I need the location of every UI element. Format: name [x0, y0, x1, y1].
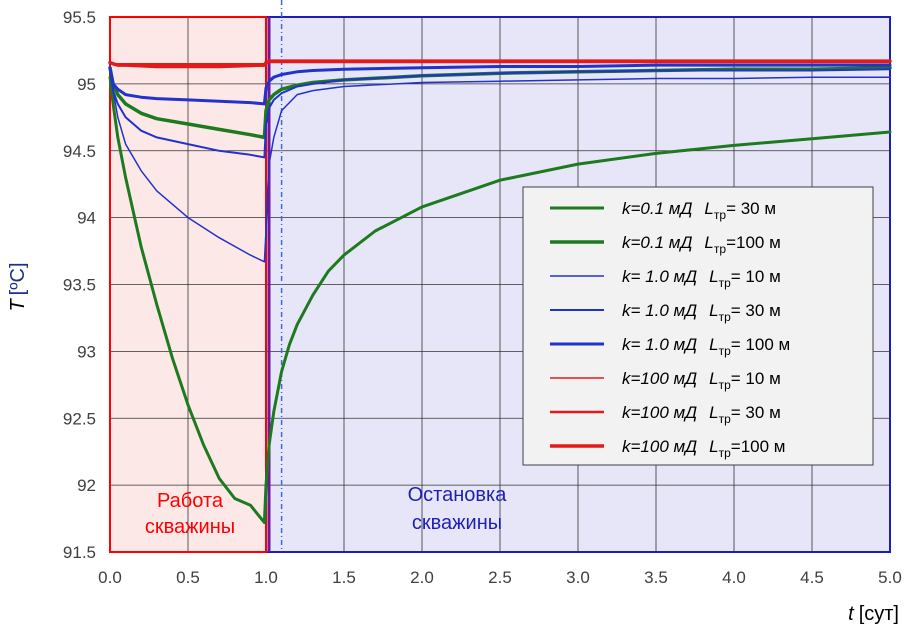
legend-L-value: = 10 м [731, 369, 781, 388]
legend-L: L [709, 403, 718, 422]
lines-layer [108, 59, 892, 525]
legend-box [522, 186, 874, 466]
x-tick-label: 2.0 [410, 568, 434, 587]
legend-subscript: тр [719, 446, 731, 460]
legend-subscript: тр [719, 310, 731, 324]
region-label-work-line1: Работа [157, 490, 224, 512]
y-tick-label: 94 [77, 209, 96, 228]
legend-L-value: = 100 м [731, 335, 790, 354]
series-line-4 [108, 63, 892, 106]
legend-entry-label: k=0.1 мД Lтр=100 м [622, 233, 781, 256]
legend-k: k=100 мД [622, 369, 697, 388]
legend-L: L [709, 301, 718, 320]
legend-k: k= 1.0 мД [622, 267, 697, 286]
x-tick-label: 4.5 [800, 568, 824, 587]
legend-L-value: = 10 м [731, 267, 781, 286]
legend-entry-label: k= 1.0 мД Lтр= 10 м [622, 267, 781, 290]
legend-k: k=0.1 мД [622, 199, 692, 218]
legend-k: k=100 мД [622, 403, 697, 422]
x-tick-label: 0.5 [176, 568, 200, 587]
series-line-7 [108, 59, 892, 69]
work-border [109, 16, 267, 553]
y-axis-label: T [ºC] [7, 262, 29, 311]
y-tick-label: 94.5 [63, 142, 96, 161]
legend-entry-label: k=100 мД Lтр= 10 м [622, 369, 781, 392]
legend-subscript: тр [719, 344, 731, 358]
legend-L: L [709, 335, 718, 354]
region-label-stop-line1: Остановка [408, 484, 508, 506]
x-tick-label: 3.5 [644, 568, 668, 587]
x-tick-label: 0.0 [98, 568, 122, 587]
x-tick-label: 1.0 [254, 568, 278, 587]
legend-subscript: тр [714, 208, 726, 222]
x-tick-label: 2.5 [488, 568, 512, 587]
legend-L: L [709, 267, 718, 286]
x-tick-label: 3.0 [566, 568, 590, 587]
ticks-layer: 91.5 92 92.5 93 93.5 94 94.5 95 95.5 0.0 0.5 1.0 1.5… [63, 8, 902, 587]
legend-L-value: =100 м [731, 437, 786, 456]
legend-entry-label: k=0.1 мД Lтр= 30 м [622, 199, 776, 222]
legend-entry-label: k=100 мД Lтр=100 м [622, 437, 785, 460]
legend-L: L [704, 233, 713, 252]
legend-L-value: = 30 м [731, 403, 781, 422]
y-tick-label: 91.5 [63, 543, 96, 562]
y-tick-label: 92 [77, 476, 96, 495]
legend-k: k=0.1 мД [622, 233, 692, 252]
legend-subscript: тр [719, 276, 731, 290]
legend-L: L [704, 199, 713, 218]
y-axis-unit: [ºC] [7, 262, 29, 295]
legend-entry-label: k=100 мД Lтр= 30 м [622, 403, 781, 426]
legend: k=0.1 мД Lтр= 30 мk=0.1 мД Lтр=100 мk= 1.0… [522, 186, 874, 466]
y-tick-label: 93 [77, 342, 96, 361]
legend-L: L [709, 369, 718, 388]
legend-L-value: = 30 м [731, 301, 781, 320]
x-tick-label: 5.0 [878, 568, 902, 587]
legend-L-value: = 30 м [726, 199, 776, 218]
legend-items: k=0.1 мД Lтр= 30 мk=0.1 мД Lтр=100 мk= 1.0… [550, 199, 790, 460]
legend-subscript: тр [714, 242, 726, 256]
legend-L: L [709, 437, 718, 456]
legend-subscript: тр [719, 412, 731, 426]
y-axis-var: T [7, 298, 29, 312]
legend-subscript: тр [719, 378, 731, 392]
y-tick-label: 93.5 [63, 276, 96, 295]
legend-entry-label: k= 1.0 мД Lтр= 30 м [622, 301, 781, 324]
x-axis-var: t [848, 603, 855, 625]
y-tick-label: 95.5 [63, 8, 96, 27]
series-line-0 [108, 75, 892, 525]
legend-k: k=100 мД [622, 437, 697, 456]
x-axis-unit: [сут] [859, 603, 899, 625]
x-axis-label: t [сут] [848, 603, 899, 625]
legend-k: k= 1.0 мД [622, 301, 697, 320]
y-tick-label: 92.5 [63, 409, 96, 428]
legend-k: k= 1.0 мД [622, 335, 697, 354]
region-label-work-line2: скважины [145, 516, 235, 538]
y-tick-label: 95 [77, 75, 96, 94]
legend-entry-label: k= 1.0 мД Lтр= 100 м [622, 335, 790, 358]
series-line-3 [109, 66, 891, 159]
region-label-stop-line2: скважины [412, 512, 502, 534]
series-line-2 [109, 69, 891, 263]
x-tick-label: 4.0 [722, 568, 746, 587]
legend-L-value: =100 м [726, 233, 781, 252]
x-tick-label: 1.5 [332, 568, 356, 587]
